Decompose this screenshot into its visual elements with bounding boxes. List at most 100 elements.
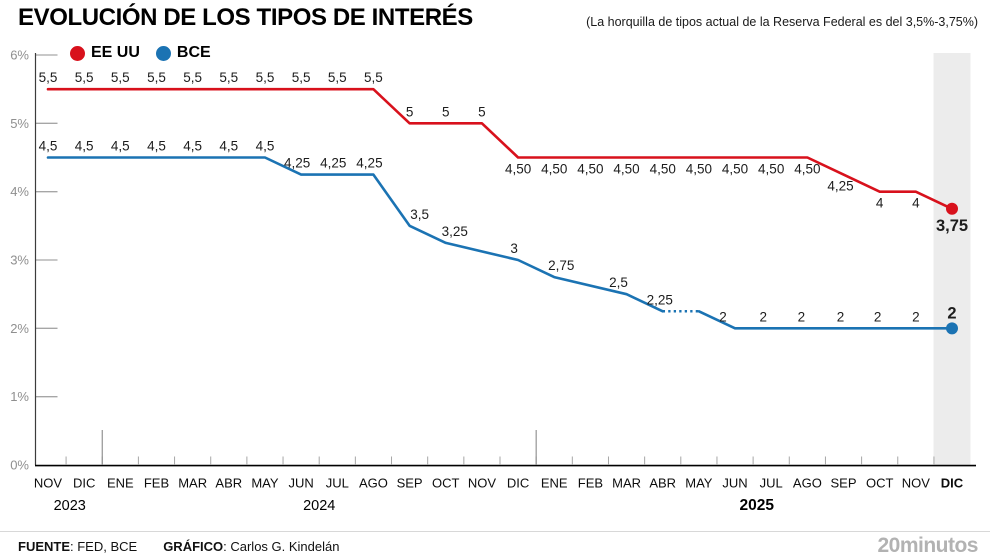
footer: FUENTE: FED, BCE GRÁFICO: Carlos G. Kinde… xyxy=(0,531,990,556)
value-label-bce: 3,25 xyxy=(442,224,468,239)
month-label: AGO xyxy=(793,476,822,491)
y-tick-label: 5% xyxy=(10,116,29,131)
value-label-eeuu: 4,50 xyxy=(541,162,567,177)
value-label-eeuu: 4,50 xyxy=(613,162,639,177)
series-line-bce xyxy=(697,309,954,330)
value-label-bce: 4,5 xyxy=(147,139,166,154)
value-label-eeuu: 4,50 xyxy=(686,162,712,177)
value-label-eeuu: 4,50 xyxy=(722,162,748,177)
value-label-eeuu: 5,5 xyxy=(111,70,130,85)
month-label: MAY xyxy=(685,476,713,491)
value-label-bce: 4,5 xyxy=(183,139,202,154)
month-label: ENE xyxy=(541,476,568,491)
y-tick-label: 2% xyxy=(10,321,29,336)
source-label: FUENTE xyxy=(18,538,70,554)
value-label-bce: 2,75 xyxy=(548,258,574,273)
legend: EE UU BCE xyxy=(70,44,227,62)
value-label-bce: 3 xyxy=(510,241,518,256)
current-month-band xyxy=(933,53,971,465)
year-label: 2025 xyxy=(739,497,774,514)
y-tick-label: 4% xyxy=(10,184,29,199)
month-label: AGO xyxy=(359,476,388,491)
value-label-bce: 2 xyxy=(912,309,920,324)
value-label-eeuu: 5 xyxy=(406,104,414,119)
value-label-eeuu: 5,5 xyxy=(256,70,275,85)
month-label: DIC xyxy=(507,476,529,491)
series-line-bce xyxy=(46,156,665,313)
value-label-eeuu: 5,5 xyxy=(364,70,383,85)
month-label: DIC xyxy=(73,476,95,491)
y-tick-label: 6% xyxy=(10,48,29,63)
year-label: 2023 xyxy=(54,498,86,514)
value-label-bce: 4,25 xyxy=(356,156,382,171)
month-label: ENE xyxy=(107,476,134,491)
year-label: 2024 xyxy=(303,498,335,514)
value-label-bce: 4,5 xyxy=(219,139,238,154)
value-label-eeuu: 5,5 xyxy=(292,70,311,85)
legend-label-eeuu: EE UU xyxy=(91,44,140,61)
legend-label-bce: BCE xyxy=(176,44,211,61)
credit-value: : Carlos G. Kindelán xyxy=(223,538,340,554)
source-value: : FED, BCE xyxy=(70,538,138,554)
value-label-bce: 2,25 xyxy=(647,292,673,307)
value-label-eeuu: 4,25 xyxy=(827,179,853,194)
month-label: ABR xyxy=(649,476,676,491)
series-line-eeuu xyxy=(46,87,954,211)
value-label-eeuu: 5,5 xyxy=(147,70,166,85)
value-label-eeuu: 5 xyxy=(442,104,450,119)
value-label-eeuu: 4,50 xyxy=(650,162,676,177)
y-tick-label: 3% xyxy=(10,253,29,268)
credits: FUENTE: FED, BCE GRÁFICO: Carlos G. Kinde… xyxy=(18,539,339,554)
value-label-eeuu: 5,5 xyxy=(219,70,238,85)
value-label-bce: 4,5 xyxy=(75,139,94,154)
value-label-bce: 4,5 xyxy=(111,139,130,154)
value-label-eeuu: 5,5 xyxy=(39,70,58,85)
value-label-bce: 2,5 xyxy=(609,275,628,290)
month-label: MAR xyxy=(612,476,641,491)
subtitle: (La horquilla de tipos actual de la Rese… xyxy=(586,15,978,29)
month-label: NOV xyxy=(468,476,497,491)
month-label: OCT xyxy=(866,476,894,491)
value-label-bce: 2 xyxy=(798,309,806,324)
month-label: SEP xyxy=(831,476,857,491)
value-label-eeuu: 4,50 xyxy=(758,162,784,177)
month-label: JUN xyxy=(722,476,747,491)
brand-logo: 20minutos xyxy=(877,534,978,556)
month-label: NOV xyxy=(34,476,63,491)
value-label-bce: 4,25 xyxy=(284,156,310,171)
value-label-eeuu: 5,5 xyxy=(183,70,202,85)
value-label-eeuu: 4,50 xyxy=(505,162,531,177)
value-label-eeuu: 3,75 xyxy=(936,217,968,235)
value-label-bce: 2 xyxy=(719,309,727,324)
month-label: OCT xyxy=(432,476,460,491)
rate-chart: 6% 5% 4% 3% 2% 1% 0% 5,5 5,5 5,5 5,5 5,5 5,5 5,5 5,5 5,… xyxy=(10,48,976,514)
value-label-bce: 4,25 xyxy=(320,156,346,171)
legend-item-eeuu: EE UU xyxy=(70,44,140,62)
page-title: EVOLUCIÓN DE LOS TIPOS DE INTERÉS xyxy=(18,4,473,31)
value-label-eeuu: 5,5 xyxy=(75,70,94,85)
month-label: JUL xyxy=(326,476,349,491)
value-label-eeuu: 4,50 xyxy=(577,162,603,177)
value-label-eeuu: 4,50 xyxy=(794,162,820,177)
value-label-bce: 2 xyxy=(837,309,845,324)
value-label-eeuu: 4 xyxy=(876,196,884,211)
month-label: DIC xyxy=(941,476,964,491)
value-label-eeuu: 5,5 xyxy=(328,70,347,85)
value-label-eeuu: 4 xyxy=(912,196,920,211)
value-label-bce: 2 xyxy=(759,309,767,324)
value-label-bce: 4,5 xyxy=(39,139,58,154)
month-label: NOV xyxy=(902,476,931,491)
end-dot-bce xyxy=(946,322,958,335)
month-label: SEP xyxy=(397,476,423,491)
y-tick-label: 0% xyxy=(10,458,29,473)
legend-item-bce: BCE xyxy=(155,44,211,62)
y-tick-label: 1% xyxy=(10,389,29,404)
credit-label: GRÁFICO xyxy=(163,538,224,554)
end-dot-eeuu xyxy=(946,202,958,215)
month-label: FEB xyxy=(144,476,169,491)
value-label-bce: 3,5 xyxy=(410,207,429,222)
legend-dot-eeuu xyxy=(70,45,85,61)
value-label-bce: 2 xyxy=(947,304,956,322)
value-label-bce: 2 xyxy=(874,309,882,324)
